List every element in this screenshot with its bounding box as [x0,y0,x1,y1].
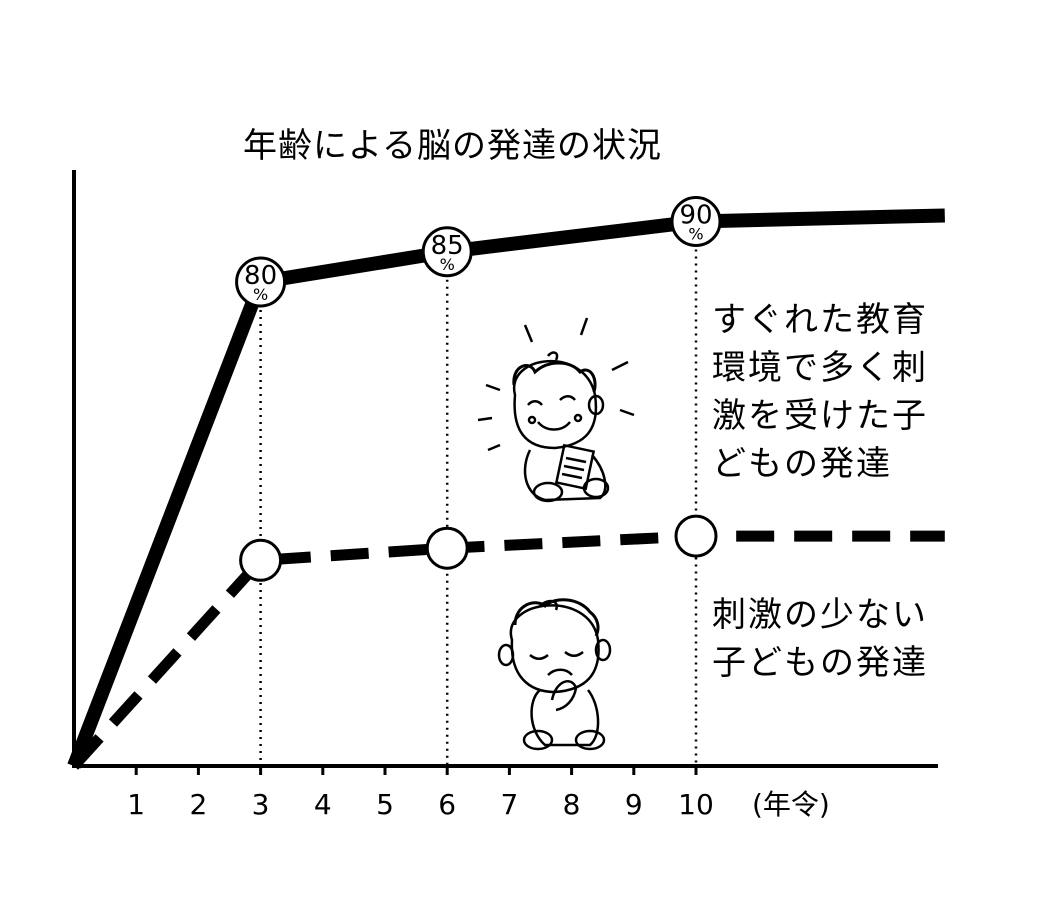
series-label-deprived-line-2: 子どもの発達 [712,643,928,683]
marker-circle [235,256,287,308]
series-label-enriched-line-3: 激を受けた子 [712,396,928,436]
marker-enriched-6: 85% [421,226,473,278]
marker-unit-label: % [253,285,268,304]
marker-value-label: 85 [431,231,464,261]
marker-deprived-6 [425,526,469,570]
chart-title: 年齢による脳の発達の状況 [243,126,662,166]
x-tick-label-2: 2 [189,788,207,821]
x-tick-label-7: 7 [500,788,518,821]
x-tick-label-8: 8 [563,788,581,821]
marker-value-label: 80 [244,261,277,291]
marker-deprived-10 [674,514,718,558]
marker-deprived-3 [239,538,283,582]
x-tick-label-3: 3 [252,788,270,821]
x-tick-label-10: 10 [678,788,714,821]
happy-baby-illustration [477,317,635,503]
marker-circle [421,226,473,278]
x-tick-label-6: 6 [438,788,456,821]
series-label-enriched-line-1: すぐれた教育 [712,300,928,340]
x-axis-unit-label: (年令) [752,788,830,821]
series-label-enriched-line-4: どもの発達 [712,444,892,484]
marker-enriched-3: 80% [235,256,287,308]
series-label-deprived: 刺激の少ない 子どもの発達 [712,591,928,687]
marker-enriched-10: 90% [670,196,722,247]
sad-baby-illustration [497,598,612,751]
x-tick-label-5: 5 [376,788,394,821]
marker-circle [670,196,722,247]
x-tick-label-1: 1 [127,788,145,821]
x-tick-label-4: 4 [314,788,332,821]
series-label-enriched-line-2: 環境で多く刺 [712,348,928,388]
x-tick-label-9: 9 [625,788,643,821]
marker-unit-label: % [688,225,703,244]
series-label-deprived-line-1: 刺激の少ない [712,595,928,635]
series-label-enriched: すぐれた教育 環境で多く刺 激を受けた子 どもの発達 [712,296,928,488]
marker-value-label: 90 [679,201,712,231]
marker-unit-label: % [440,255,455,274]
